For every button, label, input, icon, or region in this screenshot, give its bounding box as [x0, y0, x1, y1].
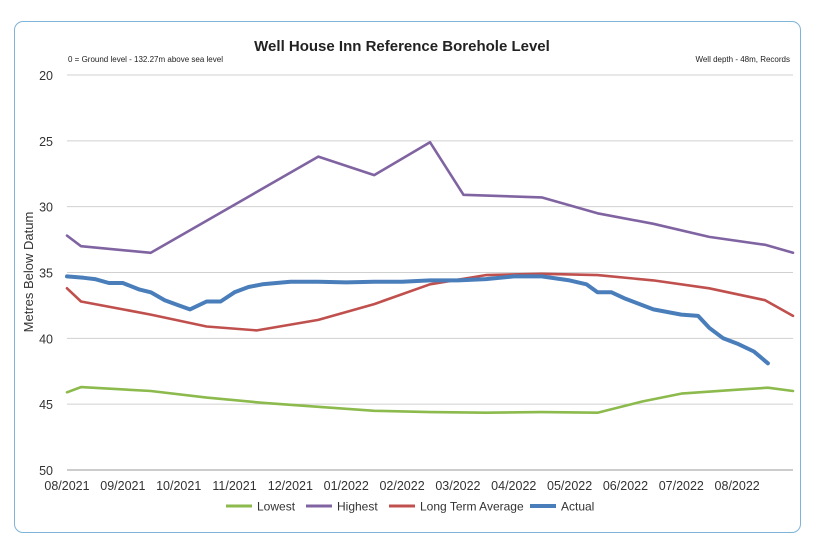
ground-level-note: 0 = Ground level - 132.27m above sea lev…	[68, 55, 223, 64]
x-tick-label: 01/2022	[324, 479, 369, 493]
chart-frame	[14, 21, 801, 533]
x-tick-label: 08/2022	[715, 479, 760, 493]
legend-label: Lowest	[257, 500, 296, 514]
y-tick-label: 35	[39, 267, 53, 281]
y-tick-label: 40	[39, 332, 53, 346]
x-tick-label: 08/2021	[44, 479, 89, 493]
x-tick-label: 07/2022	[659, 479, 704, 493]
y-tick-label: 20	[39, 69, 53, 83]
x-tick-label: 03/2022	[435, 479, 480, 493]
series-line-long-term-average	[65, 272, 795, 332]
x-tick-label: 09/2021	[100, 479, 145, 493]
y-tick-label: 50	[39, 464, 53, 478]
y-tick-label: 45	[39, 398, 53, 412]
legend-label: Long Term Average	[420, 500, 524, 514]
x-tick-label: 04/2022	[491, 479, 536, 493]
legend-label: Actual	[561, 500, 594, 514]
x-tick-label: 12/2021	[268, 479, 313, 493]
x-tick-label: 05/2022	[547, 479, 592, 493]
series-line-actual	[65, 274, 770, 366]
well-depth-note: Well depth - 48m, Records	[695, 55, 790, 64]
y-tick-label: 25	[39, 135, 53, 149]
x-tick-label: 06/2022	[603, 479, 648, 493]
y-tick-label: 30	[39, 201, 53, 215]
series-line-highest	[65, 140, 795, 255]
x-tick-label: 11/2021	[212, 479, 256, 493]
chart-title: Well House Inn Reference Borehole Level	[254, 38, 550, 55]
x-tick-label: 10/2021	[156, 479, 201, 493]
x-tick-label: 02/2022	[379, 479, 424, 493]
series-line-lowest	[65, 385, 795, 415]
legend-label: Highest	[337, 500, 378, 514]
y-axis-label: Metres Below Datum	[21, 212, 36, 333]
